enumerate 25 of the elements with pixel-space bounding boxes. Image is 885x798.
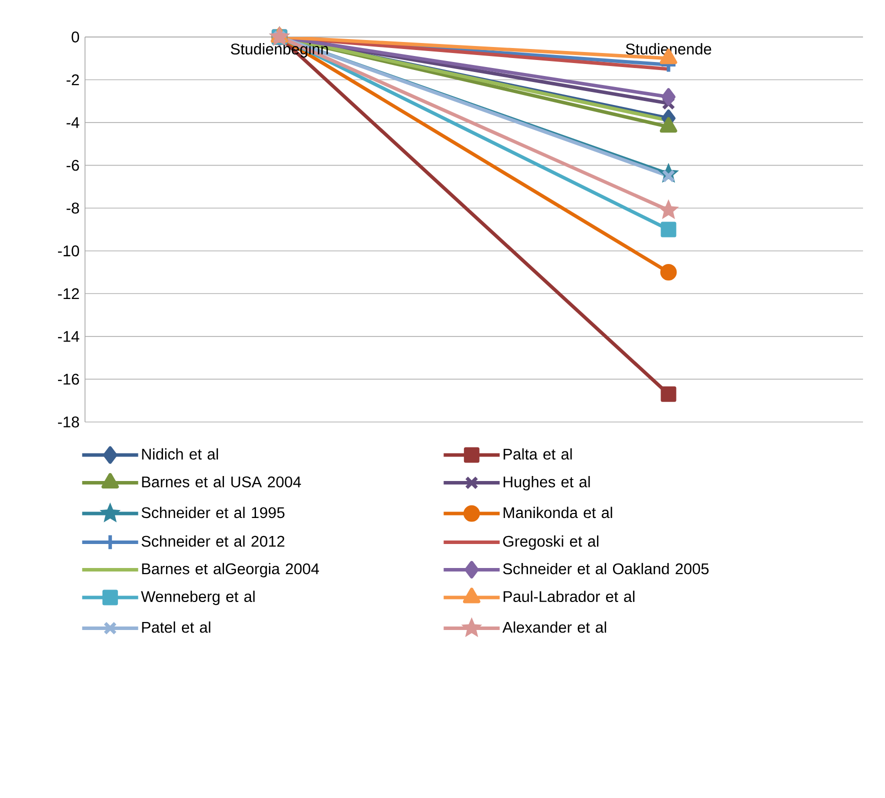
legend-label: Barnes et al USA 2004 (142, 476, 301, 488)
legend-label: Palta et al (504, 448, 572, 460)
legend-label: Patel et al (142, 621, 210, 633)
y-tick-label: -18 (58, 416, 79, 428)
y-tick-label: -10 (58, 245, 80, 256)
y-tick-label: -8 (66, 202, 79, 214)
legend-label: Schneider et al 2012 (142, 535, 284, 547)
legend-label: Barnes et alGeorgia 2004 (142, 562, 319, 578)
legend-label: Gregoski et al (503, 535, 598, 550)
legend-label: Paul-Labrador et al (504, 590, 634, 602)
y-tick-label: -2 (66, 74, 79, 86)
legend-label: Alexander et al (502, 621, 606, 633)
legend-label: Schneider et al 1995 (142, 506, 284, 518)
legend-label: Schneider et al Oakland 2005 (503, 562, 709, 574)
y-tick-label: -4 (66, 117, 80, 128)
y-tick-label: -6 (66, 160, 79, 171)
legend-label: Nidich et al (142, 448, 218, 460)
legend-label: Manikonda et al (504, 506, 612, 518)
y-tick-label: 0 (72, 32, 80, 42)
y-tick-label: -16 (58, 374, 79, 385)
legend-label: Wenneberg et al (140, 590, 255, 606)
legend-label: Hughes et al (504, 476, 590, 490)
y-tick-label: -12 (58, 288, 79, 300)
y-tick-label: -14 (58, 331, 80, 342)
x-tick-label: Studienende (626, 43, 712, 55)
